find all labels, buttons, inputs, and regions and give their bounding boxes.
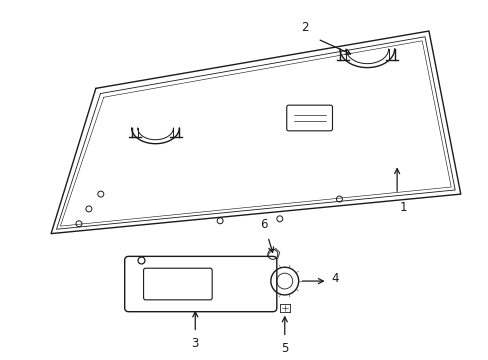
Text: 2: 2 bbox=[300, 21, 308, 34]
Text: 3: 3 bbox=[191, 337, 199, 350]
Text: 4: 4 bbox=[331, 271, 338, 285]
Text: 5: 5 bbox=[281, 342, 288, 355]
Text: 6: 6 bbox=[260, 218, 267, 231]
FancyBboxPatch shape bbox=[124, 256, 276, 312]
Text: 1: 1 bbox=[399, 201, 407, 214]
